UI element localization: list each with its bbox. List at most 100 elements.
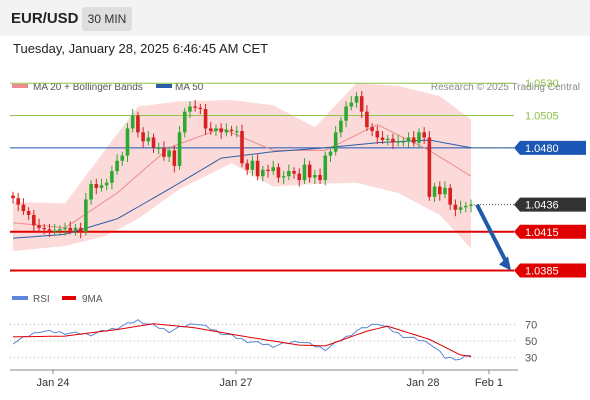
- candle: [125, 128, 130, 156]
- ma20-legend-label: MA 20 + Bollinger Bands: [33, 82, 143, 93]
- candle: [130, 115, 135, 129]
- candle: [453, 204, 458, 210]
- candle: [458, 207, 463, 210]
- candle: [73, 227, 78, 231]
- candle: [333, 132, 338, 152]
- candle: [26, 211, 31, 215]
- candle: [21, 204, 26, 212]
- candle: [422, 132, 426, 138]
- candle: [323, 155, 328, 181]
- candle: [203, 109, 208, 129]
- ma9-legend-label: 9MA: [82, 294, 103, 305]
- candle: [151, 137, 156, 148]
- candle: [11, 195, 15, 199]
- level-tag-1.0385: [514, 263, 586, 278]
- candle: [52, 230, 57, 232]
- rsi-tick-70: 70: [525, 320, 537, 332]
- candle: [411, 137, 416, 143]
- candle: [167, 150, 171, 157]
- candle: [58, 229, 62, 231]
- candle: [214, 128, 218, 132]
- candle: [172, 150, 177, 166]
- candle: [401, 141, 406, 143]
- candle: [297, 173, 302, 181]
- candle: [141, 132, 145, 142]
- candle: [396, 141, 400, 143]
- candle: [266, 169, 270, 172]
- candle: [250, 160, 255, 170]
- candle: [261, 169, 265, 177]
- candle: [463, 205, 468, 208]
- candle: [16, 198, 21, 205]
- level-tag-1.0415: [514, 224, 586, 239]
- candle: [354, 96, 359, 103]
- candle: [32, 214, 36, 226]
- candle: [219, 128, 223, 133]
- candle: [292, 171, 296, 174]
- candle: [47, 229, 52, 231]
- ma9-legend-swatch: [62, 296, 76, 300]
- candle: [432, 186, 437, 197]
- candle: [162, 147, 166, 157]
- candle: [110, 171, 114, 183]
- timeframe-button[interactable]: 30 MIN: [82, 7, 132, 31]
- candle: [63, 227, 67, 230]
- candle: [365, 111, 369, 128]
- candle: [177, 132, 182, 166]
- candle: [349, 102, 354, 107]
- time-tick-label: Jan 27: [219, 377, 252, 389]
- rsi-line: [12, 319, 472, 361]
- candle: [99, 185, 104, 188]
- symbol-title: EUR/USD: [11, 10, 79, 27]
- candle: [255, 160, 260, 177]
- candle: [271, 167, 276, 172]
- candle: [380, 137, 385, 141]
- candle: [302, 164, 307, 181]
- candle: [156, 147, 161, 150]
- candle: [37, 225, 41, 228]
- level-label-1.0505: 1.0505: [525, 111, 559, 123]
- candle: [417, 132, 421, 143]
- candle: [229, 129, 234, 132]
- level-label-1.0415: 1.0415: [525, 227, 559, 239]
- candle: [224, 129, 229, 133]
- candle: [375, 131, 380, 138]
- rsi-legend-swatch: [12, 296, 28, 300]
- candle: [198, 107, 203, 110]
- candle: [448, 187, 452, 205]
- candle: [276, 167, 281, 178]
- datetime-label: Tuesday, January 28, 2025 6:46:45 AM CET: [13, 41, 269, 56]
- candle: [437, 186, 442, 195]
- forecast-arrow: [475, 203, 509, 265]
- time-tick-label: Jan 24: [36, 377, 69, 389]
- candle: [68, 227, 73, 231]
- candle: [240, 131, 244, 164]
- candle: [193, 106, 197, 108]
- header-bar: EUR/USD 30 MIN: [0, 0, 590, 36]
- level-label-1.0436: 1.0436: [525, 200, 559, 212]
- rsi-tick-30: 30: [525, 352, 537, 364]
- time-tick-label: Jan 28: [406, 377, 439, 389]
- candle: [406, 137, 411, 142]
- ma50-legend-swatch: [156, 84, 172, 88]
- candle: [385, 138, 390, 141]
- candle: [42, 227, 47, 230]
- ma50-legend-label: MA 50: [175, 82, 204, 93]
- candle: [339, 120, 343, 133]
- candle: [89, 183, 93, 200]
- candle: [307, 164, 312, 178]
- candle: [120, 155, 125, 161]
- candle: [78, 227, 83, 232]
- candle: [469, 204, 473, 206]
- candle: [136, 115, 140, 133]
- candle: [318, 174, 322, 181]
- rsi-legend-label: RSI: [33, 294, 50, 305]
- time-axis: Jan 24 Jan 27 Jan 28 Feb 1: [10, 369, 518, 389]
- level-label-1.0385: 1.0385: [525, 266, 559, 278]
- candle: [427, 137, 432, 197]
- candle: [104, 182, 109, 186]
- candle: [359, 96, 364, 112]
- candle: [391, 138, 395, 143]
- rsi-panel: RSI 9MA 70 50 30: [10, 294, 537, 364]
